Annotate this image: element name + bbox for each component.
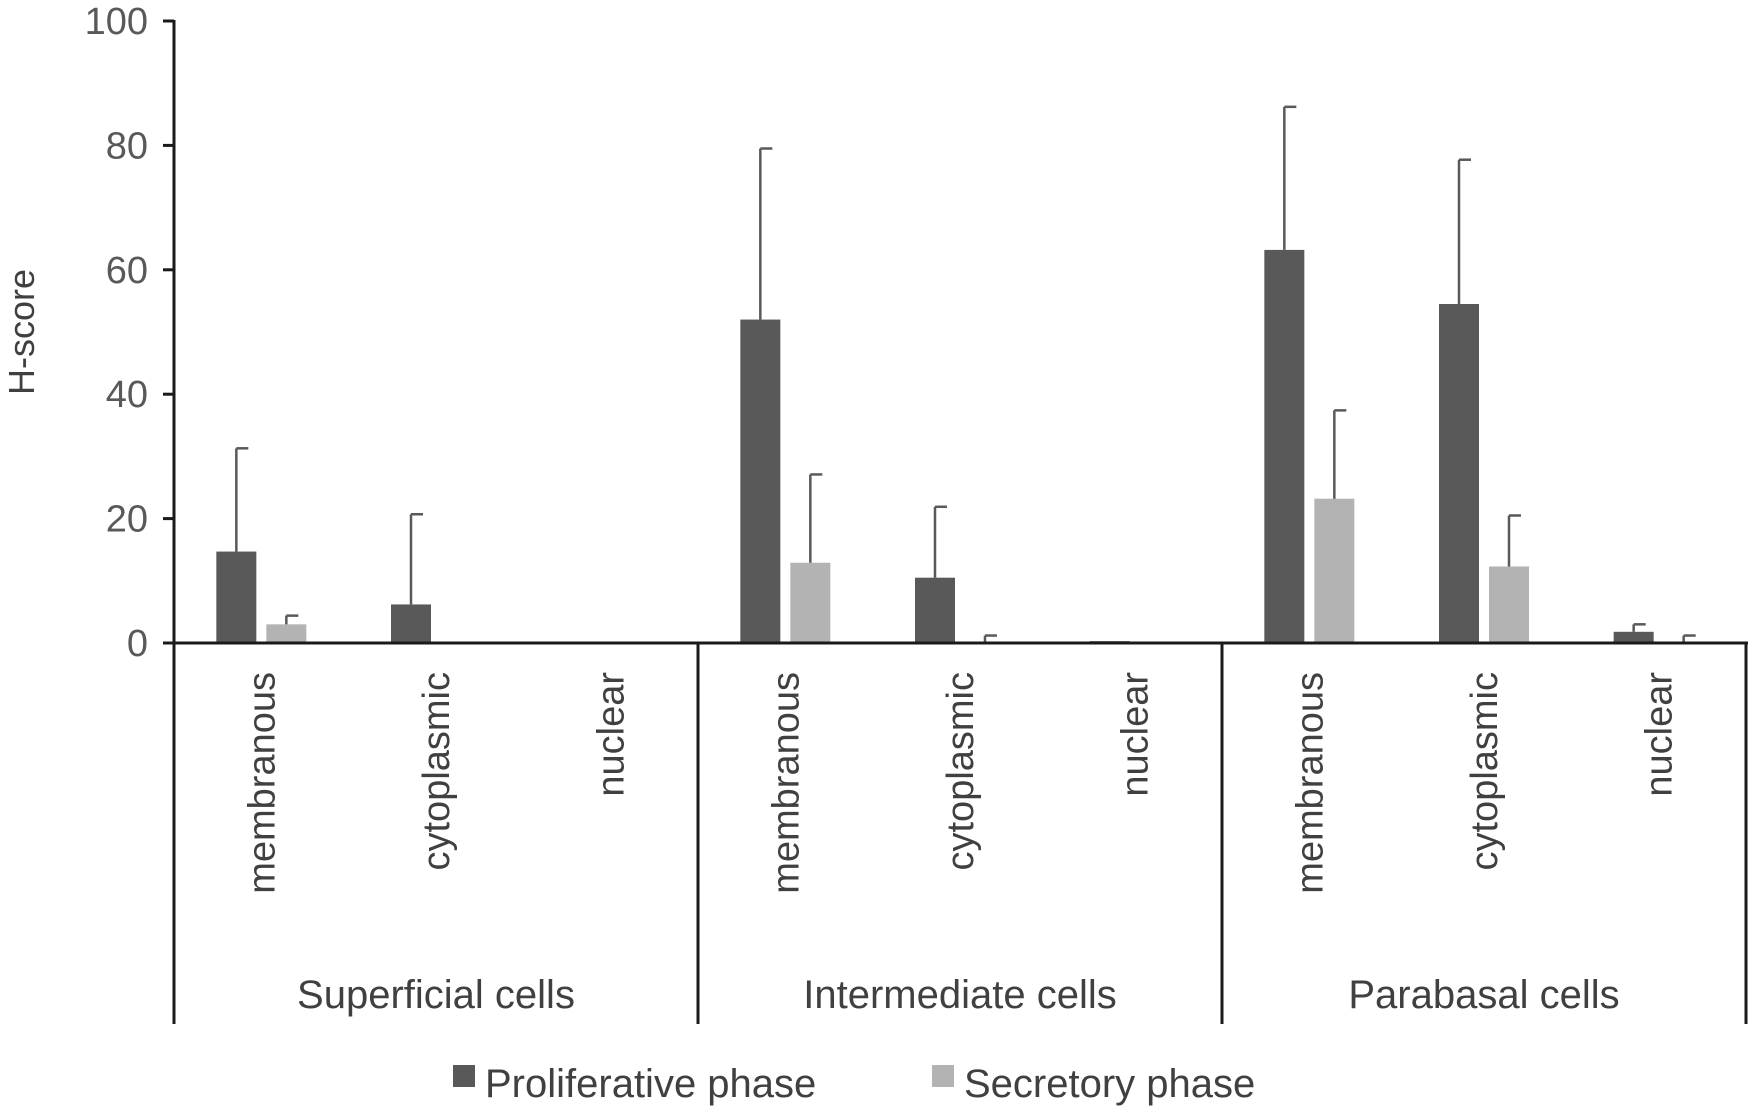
category-label: membranous [1289, 672, 1331, 894]
bar-secretory-2-1 [1489, 566, 1529, 643]
bar-proliferative-1-1 [915, 577, 955, 643]
y-tick-label: 100 [85, 1, 148, 43]
y-tick-label: 60 [106, 250, 148, 292]
legend: Proliferative phase Secretory phase [453, 1062, 1255, 1106]
category-label: nuclear [1115, 672, 1157, 797]
y-tick-label: 0 [127, 623, 148, 665]
y-tick-label: 80 [106, 125, 148, 167]
bar-secretory-1-0 [790, 562, 831, 643]
bar-proliferative-2-0 [1264, 249, 1305, 643]
bar-proliferative-1-0 [740, 319, 781, 643]
category-label: cytoplasmic [416, 672, 458, 871]
y-tick-label: 40 [106, 374, 148, 416]
bars-layer [216, 249, 1654, 643]
category-label: membranous [765, 672, 807, 894]
bar-proliferative-0-1 [391, 604, 431, 643]
legend-swatch-proliferative [453, 1065, 475, 1087]
group-label: Superficial cells [297, 973, 575, 1017]
y-axis-title: H-score [1, 269, 42, 395]
error-bars-layer [235, 105, 1696, 643]
bar-proliferative-2-2 [1613, 631, 1654, 643]
bar-proliferative-0-0 [216, 551, 257, 643]
legend-label-proliferative: Proliferative phase [485, 1062, 816, 1106]
legend-label-secretory: Secretory phase [964, 1062, 1255, 1106]
category-label: nuclear [591, 672, 633, 797]
category-label: cytoplasmic [1464, 672, 1506, 871]
axes-layer: 0 20 40 60 80 100 [85, 1, 1748, 1024]
bar-proliferative-2-1 [1439, 304, 1479, 643]
category-label: nuclear [1639, 672, 1681, 797]
legend-swatch-secretory [932, 1065, 954, 1087]
group-label: Intermediate cells [803, 973, 1116, 1017]
group-label: Parabasal cells [1348, 973, 1619, 1017]
bar-secretory-0-0 [266, 624, 307, 643]
bar-secretory-2-0 [1314, 498, 1355, 643]
y-tick-label: 20 [106, 499, 148, 541]
labels-layer: membranous cytoplasmic nuclear Superficial … [241, 672, 1680, 1017]
category-label: cytoplasmic [940, 672, 982, 871]
category-label: membranous [241, 672, 283, 894]
